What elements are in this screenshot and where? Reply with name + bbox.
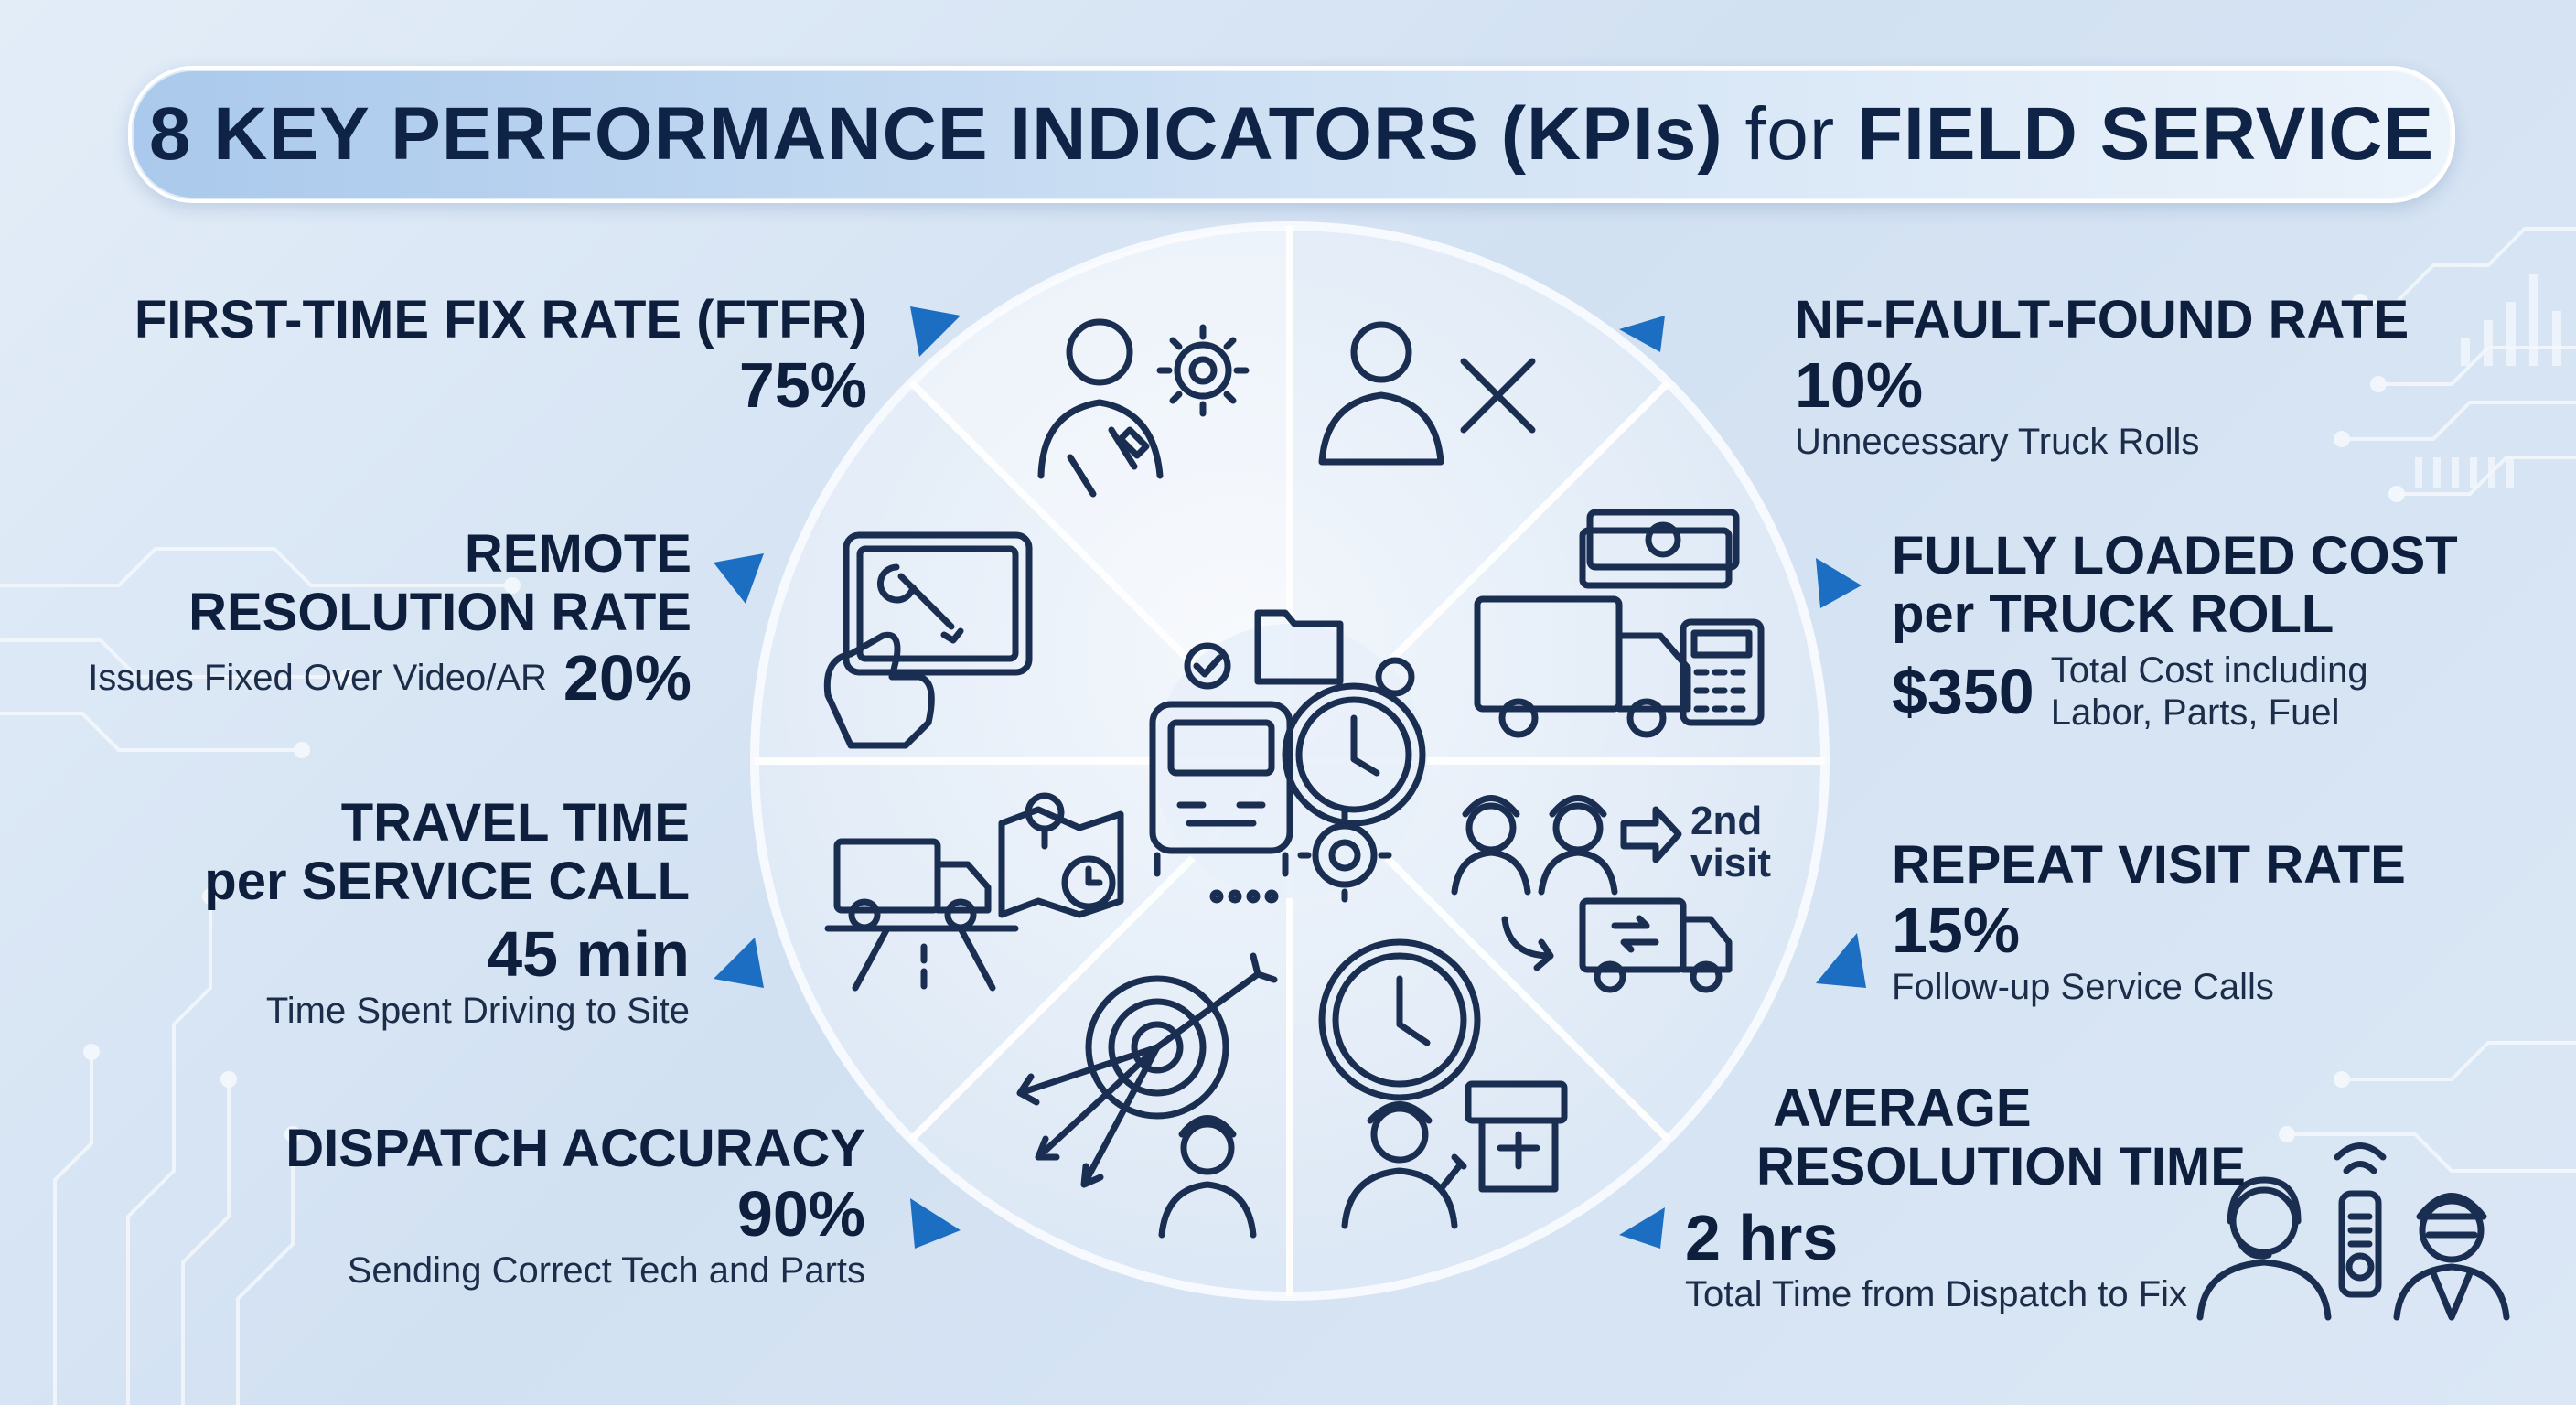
kpi-nff-rate: NF-FAULT-FOUND RATE 10% Unnecessary Truc…: [1795, 291, 2409, 463]
kpi-fully-loaded-cost: FULLY LOADED COST per TRUCK ROLL $350 To…: [1892, 527, 2458, 734]
kpi-cost-value: $350: [1892, 656, 2034, 727]
kpi-cost-desc-2: Labor, Parts, Fuel: [2050, 692, 2340, 733]
kpi-resolution-name-1: AVERAGE: [1773, 1078, 2032, 1138]
kpi-remote-name-1: REMOTE: [464, 524, 692, 584]
cost-pointer: [1816, 558, 1862, 608]
title-part-3: FIELD SERVICE: [1856, 92, 2435, 176]
kpi-resolution-desc: Total Time from Dispatch to Fix: [1685, 1274, 2188, 1314]
kpi-cost-name-1: FULLY LOADED COST: [1892, 526, 2458, 585]
kpi-dispatch-name: DISPATCH ACCURACY: [285, 1119, 865, 1178]
kpi-repeat-desc: Follow-up Service Calls: [1892, 967, 2274, 1007]
kpi-remote-value: 20%: [563, 642, 692, 713]
kpi-nff-desc: Unnecessary Truck Rolls: [1795, 422, 2200, 462]
target-arrows-technician-icon: [1016, 952, 1278, 1239]
title-banner: 8 KEY PERFORMANCE INDICATORS (KPIs) for …: [128, 66, 2455, 203]
kpi-travel-time: TRAVEL TIME per SERVICE CALL 45 min Time…: [204, 794, 690, 1032]
title-part-1: 8 KEY PERFORMANCE INDICATORS (KPIs): [148, 92, 1723, 176]
kpi-cost-name-2: per TRUCK ROLL: [1892, 585, 2334, 644]
technicians-second-visit-icon: [1451, 795, 1733, 993]
tablet-wrench-icon: [823, 531, 1033, 749]
kpi-dispatch-accuracy: DISPATCH ACCURACY 90% Sending Correct Te…: [285, 1120, 865, 1292]
truck-clock-center-icon: [1149, 609, 1426, 904]
kpi-remote-desc: Issues Fixed Over Video/AR: [88, 658, 547, 698]
travel-pointer: [714, 938, 764, 988]
kpi-dispatch-value: 90%: [736, 1178, 865, 1249]
resolution-pointer: [1619, 1207, 1665, 1249]
kpi-dispatch-desc: Sending Correct Tech and Parts: [347, 1250, 865, 1291]
second-visit-label-2: visit: [1690, 841, 1771, 885]
nff-pointer: [1619, 316, 1665, 352]
technician-gear-icon: [1037, 318, 1250, 498]
kpi-ftfr-name: FIRST-TIME FIX RATE (FTFR): [134, 290, 867, 349]
clock-technician-machine-icon: [1318, 938, 1568, 1229]
pointer-arrows: [714, 306, 1866, 1249]
kpi-travel-desc: Time Spent Driving to Site: [265, 991, 690, 1031]
support-agent-technician-icon: [2196, 1142, 2510, 1321]
kpi-travel-value: 45 min: [487, 918, 690, 990]
repeat-pointer: [1816, 933, 1866, 988]
page-title: 8 KEY PERFORMANCE INDICATORS (KPIs) for …: [149, 91, 2434, 177]
truck-money-calculator-icon: [1474, 509, 1765, 738]
ftfr-pointer: [910, 306, 961, 357]
kpi-ftfr: FIRST-TIME FIX RATE (FTFR) 75%: [134, 290, 867, 422]
kpi-ftfr-value: 75%: [738, 349, 867, 421]
kpi-nff-name: NF-FAULT-FOUND RATE: [1795, 290, 2410, 349]
kpi-cost-desc-1: Total Cost including: [2050, 650, 2368, 691]
kpi-remote-name-2: RESOLUTION RATE: [188, 583, 692, 642]
kpi-resolution-name-2: RESOLUTION TIME: [1756, 1137, 2246, 1196]
second-visit-label-1: 2nd: [1690, 799, 1762, 843]
truck-map-road-icon: [824, 792, 1124, 992]
person-x-icon: [1318, 321, 1536, 466]
kpi-repeat-name: REPEAT VISIT RATE: [1892, 835, 2406, 895]
dispatch-pointer: [910, 1198, 961, 1249]
title-part-2: for: [1744, 92, 1836, 176]
kpi-nff-value: 10%: [1795, 349, 1924, 421]
kpi-repeat-visit: REPEAT VISIT RATE 15% Follow-up Service …: [1892, 836, 2406, 1008]
kpi-travel-name-1: TRAVEL TIME: [340, 793, 690, 853]
kpi-remote-resolution: REMOTE RESOLUTION RATE Issues Fixed Over…: [88, 524, 692, 714]
kpi-resolution-value: 2 hrs: [1685, 1202, 1839, 1273]
kpi-travel-name-2: per SERVICE CALL: [204, 852, 690, 911]
kpi-repeat-value: 15%: [1892, 895, 2021, 966]
kpi-average-resolution: AVERAGE RESOLUTION TIME 2 hrs Total Time…: [1685, 1079, 2246, 1315]
remote-pointer: [714, 553, 764, 604]
